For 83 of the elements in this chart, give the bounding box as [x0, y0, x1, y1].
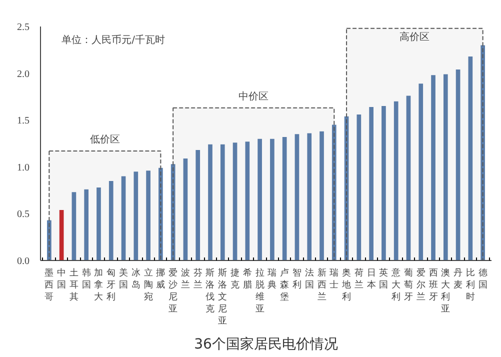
x-tick-label: 新西兰 [317, 268, 326, 302]
x-tick-label: 比利时 [466, 268, 475, 302]
x-tick-label: 澳大利亚 [441, 268, 450, 314]
x-tick-label: 芬兰 [193, 268, 202, 290]
x-tick-label: 中国 [57, 268, 66, 290]
bar [134, 172, 138, 260]
bar [418, 84, 424, 260]
x-tick-label: 智利 [292, 268, 302, 290]
x-tick-label: 瑞典 [268, 268, 277, 290]
bar [369, 106, 374, 260]
x-tick-label: 冰岛 [131, 268, 140, 290]
bar [431, 75, 436, 260]
bar [84, 189, 89, 260]
bar [344, 116, 349, 260]
bar [146, 170, 150, 260]
bar [72, 192, 76, 260]
x-tick-label: 意大利 [390, 268, 401, 302]
x-tick-label: 韩国 [82, 268, 91, 290]
bar [232, 142, 238, 260]
x-tick-label: 匈牙利 [106, 268, 116, 302]
bar [183, 158, 188, 260]
x-tick-label: 爱尔兰 [416, 268, 426, 302]
bar [258, 138, 262, 260]
bar [320, 131, 324, 260]
x-tick-label: 土耳其 [69, 268, 78, 302]
x-tick-label: 加拿大 [94, 268, 104, 302]
bar [158, 168, 163, 260]
x-tick-label: 拉脱维亚 [255, 268, 264, 314]
bar [47, 220, 52, 260]
x-tick-label: 美国 [119, 268, 128, 290]
bar [406, 96, 411, 260]
bar [394, 101, 398, 260]
x-tick-label: 瑞士 [330, 268, 339, 290]
bar [220, 144, 225, 260]
y-tick-label: 0.5 [17, 209, 30, 220]
bar [245, 142, 250, 260]
bar [121, 176, 126, 260]
bar [170, 164, 176, 260]
x-tick-label: 英国 [379, 268, 388, 290]
x-tick-label: 法国 [304, 268, 314, 290]
y-tick-label: 0.0 [17, 256, 30, 267]
bar [294, 134, 300, 260]
x-tick-label: 爱沙尼亚 [168, 268, 178, 314]
bar [96, 187, 101, 260]
x-tick-label: 斯洛伐克 [206, 268, 215, 314]
annotation: 单位：人民币元/千瓦时 [62, 34, 165, 46]
x-tick-label: 丹麦 [454, 268, 463, 290]
bar [59, 210, 64, 260]
x-tick-label: 卢森堡 [280, 268, 290, 302]
x-tick-label: 德国 [478, 268, 488, 290]
x-tick-label: 波兰 [180, 268, 190, 290]
y-tick-label: 2.0 [17, 68, 30, 80]
bar [108, 180, 114, 260]
y-tick-label: 1.5 [17, 116, 30, 127]
bar [307, 133, 312, 260]
band-label: 低价区 [90, 133, 120, 146]
bar [208, 144, 212, 260]
x-tick-label: 捷克 [230, 268, 240, 290]
bar [480, 45, 485, 260]
bar [332, 124, 336, 260]
x-tick-label: 荷兰 [354, 268, 364, 290]
x-tick-label: 西班牙 [428, 268, 438, 302]
bar [382, 106, 386, 260]
band-label: 高价区 [400, 31, 430, 44]
bar [468, 56, 473, 260]
bar [270, 138, 274, 260]
x-tick-label: 墨西哥 [44, 268, 54, 302]
x-tick-label: 日本 [366, 268, 376, 290]
x-tick-label: 葡萄牙 [404, 268, 413, 302]
bar [282, 136, 287, 260]
bar [456, 70, 460, 260]
band-label: 中价区 [238, 90, 269, 102]
y-tick-label: 1.0 [17, 162, 30, 174]
x-tick-label: 希腊 [242, 268, 252, 290]
bar [443, 74, 448, 260]
bar [196, 150, 200, 260]
bar [356, 114, 362, 260]
text: 36个国家居民电价情况 [194, 336, 338, 352]
x-tick-label: 奥地利 [341, 268, 352, 302]
x-tick-label: 斯洛文尼亚 [218, 268, 228, 326]
x-tick-label: 挪威 [156, 268, 166, 290]
y-tick-label: 2.5 [17, 22, 30, 33]
x-tick-label: 立陶宛 [144, 268, 153, 302]
